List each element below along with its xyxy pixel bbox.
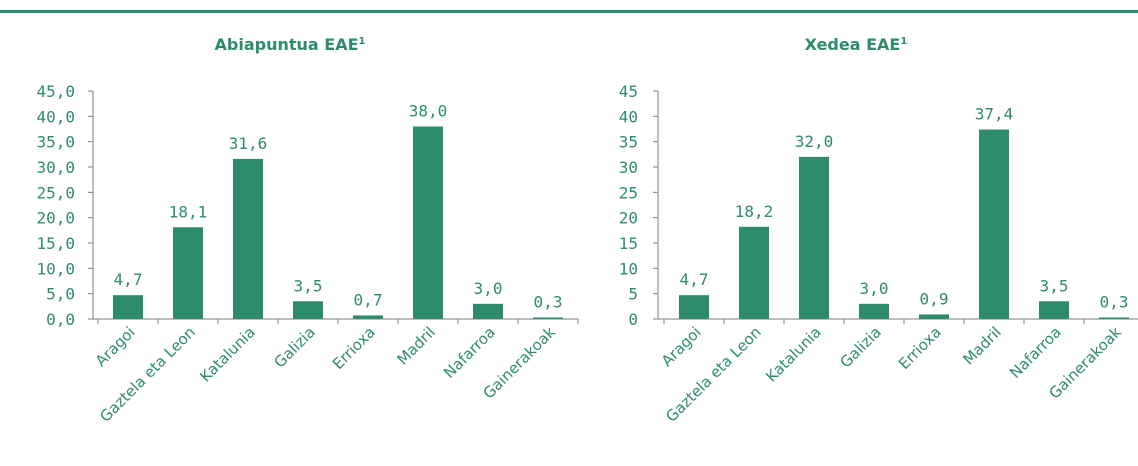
y-tick-label: 25 <box>619 183 638 202</box>
data-label: 0,7 <box>354 290 383 309</box>
data-label: 38,0 <box>409 101 448 120</box>
y-tick-label: 25,0 <box>36 183 75 202</box>
y-tick-label: 0,0 <box>46 310 75 329</box>
category-label: Errioxa <box>895 323 945 373</box>
bar <box>353 315 383 319</box>
category-label: Madril <box>393 323 438 368</box>
data-label: 0,3 <box>534 292 563 311</box>
category-label: Madril <box>959 323 1004 368</box>
data-label: 31,6 <box>229 134 268 153</box>
y-tick-label: 30,0 <box>36 158 75 177</box>
bar <box>919 314 949 319</box>
bar <box>413 126 443 319</box>
category-label: Aragoi <box>658 323 705 370</box>
data-label: 3,5 <box>294 276 323 295</box>
bar <box>739 226 769 319</box>
data-label: 18,1 <box>169 202 208 221</box>
chart-1: Abiapuntua EAE10,05,010,015,020,025,030,… <box>36 35 579 426</box>
bar <box>473 303 503 319</box>
chart-title: Xedea EAE1 <box>805 35 908 54</box>
category-label: Aragoi <box>92 323 139 370</box>
bar <box>799 156 829 319</box>
bar <box>1039 301 1069 319</box>
y-tick-label: 40 <box>619 107 638 126</box>
y-tick-label: 15 <box>619 234 638 253</box>
data-label: 32,0 <box>795 132 834 151</box>
top-divider-line <box>0 10 1138 13</box>
chart-title-text: Xedea EAE <box>805 35 901 54</box>
data-label: 0,9 <box>920 289 949 308</box>
category-label: Errioxa <box>329 323 379 373</box>
bar <box>679 295 709 319</box>
bar <box>293 301 323 319</box>
y-tick-label: 35,0 <box>36 133 75 152</box>
y-tick-label: 20 <box>619 209 638 228</box>
category-label: Galizia <box>836 323 884 371</box>
category-label: Nafarroa <box>440 323 499 382</box>
bar <box>533 317 563 319</box>
data-label: 0,3 <box>1100 292 1129 311</box>
chart-2: Xedea EAE10510152025303540454,7Aragoi18,… <box>619 35 1138 426</box>
bar <box>173 227 203 319</box>
data-label: 3,0 <box>474 279 503 298</box>
data-label: 18,2 <box>735 202 774 221</box>
y-tick-label: 45 <box>619 82 638 101</box>
bar <box>859 303 889 319</box>
data-label: 4,7 <box>114 270 143 289</box>
data-label: 37,4 <box>975 105 1014 124</box>
chart-title-superscript: 1 <box>900 36 907 47</box>
y-tick-label: 15,0 <box>36 234 75 253</box>
y-tick-label: 10 <box>619 259 638 278</box>
chart-title-text: Abiapuntua EAE <box>215 35 359 54</box>
y-tick-label: 45,0 <box>36 82 75 101</box>
y-tick-label: 35 <box>619 133 638 152</box>
bar <box>233 158 263 319</box>
category-label: Katalunia <box>762 323 825 386</box>
y-tick-label: 20,0 <box>36 209 75 228</box>
data-label: 3,5 <box>1040 276 1069 295</box>
chart-title: Abiapuntua EAE1 <box>215 35 366 54</box>
y-tick-label: 40,0 <box>36 107 75 126</box>
bar <box>1099 317 1129 319</box>
category-label: Nafarroa <box>1006 323 1065 382</box>
bar <box>979 129 1009 319</box>
chart-title-superscript: 1 <box>359 36 366 47</box>
y-tick-label: 10,0 <box>36 259 75 278</box>
bar <box>113 295 143 319</box>
y-tick-label: 5,0 <box>46 285 75 304</box>
category-label: Katalunia <box>196 323 259 386</box>
data-label: 4,7 <box>680 270 709 289</box>
data-label: 3,0 <box>860 279 889 298</box>
y-tick-label: 5 <box>628 285 638 304</box>
y-tick-label: 30 <box>619 158 638 177</box>
y-tick-label: 0 <box>628 310 638 329</box>
category-label: Galizia <box>270 323 318 371</box>
